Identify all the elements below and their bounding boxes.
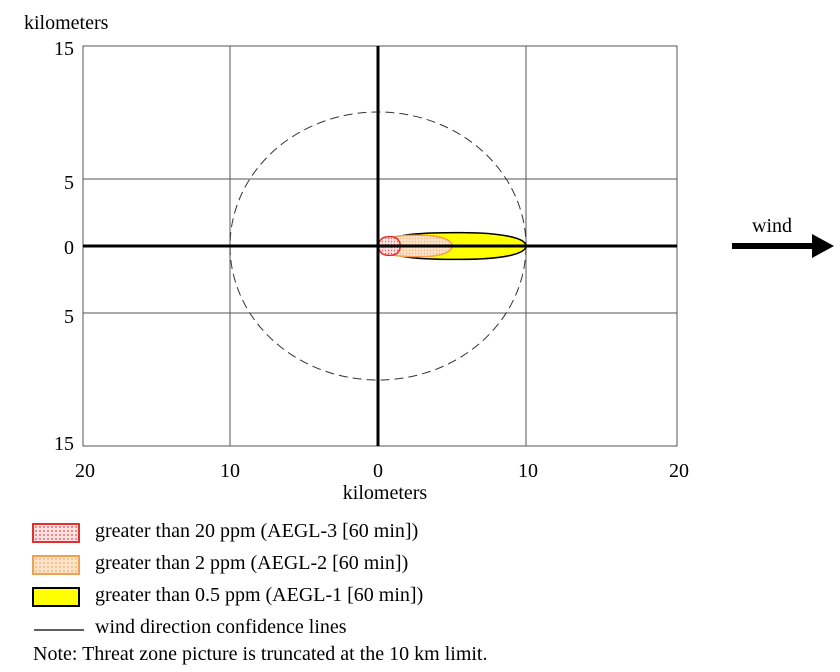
legend-item-aegl3: greater than 20 ppm (AEGL-3 [60 min]) — [30, 518, 630, 550]
note-text: Note: Threat zone picture is truncated a… — [33, 643, 488, 665]
legend-label-aegl1: greater than 0.5 ppm (AEGL-1 [60 min]) — [95, 584, 424, 606]
legend: greater than 20 ppm (AEGL-3 [60 min]) gr… — [30, 518, 630, 646]
y-tick-label: 15 — [54, 38, 74, 60]
aegl3-swatch — [32, 523, 80, 543]
y-tick-label: 15 — [54, 433, 74, 455]
wind-label: wind — [752, 215, 792, 237]
y-axis-label: kilometers — [24, 12, 109, 34]
y-tick-label: 5 — [64, 306, 74, 328]
legend-item-aegl2: greater than 2 ppm (AEGL-2 [60 min]) — [30, 550, 630, 582]
x-tick-label: 10 — [220, 460, 240, 482]
wind-arrow — [732, 234, 834, 258]
aegl1-swatch — [32, 587, 80, 607]
x-tick-label: 20 — [669, 460, 689, 482]
x-axis-label: kilometers — [343, 482, 428, 504]
x-tick-label: 0 — [373, 460, 383, 482]
legend-label-aegl3: greater than 20 ppm (AEGL-3 [60 min]) — [95, 520, 419, 542]
aegl2-swatch — [32, 555, 80, 575]
confidence-line-swatch — [34, 629, 84, 631]
legend-item-aegl1: greater than 0.5 ppm (AEGL-1 [60 min]) — [30, 582, 630, 614]
legend-item-confidence-lines: wind direction confidence lines — [30, 614, 630, 646]
legend-label-aegl2: greater than 2 ppm (AEGL-2 [60 min]) — [95, 552, 409, 574]
legend-label-confidence-lines: wind direction confidence lines — [95, 616, 347, 638]
y-tick-label: 0 — [64, 237, 74, 259]
x-tick-label: 20 — [75, 460, 95, 482]
axes — [83, 46, 677, 446]
wind-arrow-head — [812, 234, 834, 258]
x-tick-label: 10 — [518, 460, 538, 482]
y-tick-label: 5 — [64, 172, 74, 194]
